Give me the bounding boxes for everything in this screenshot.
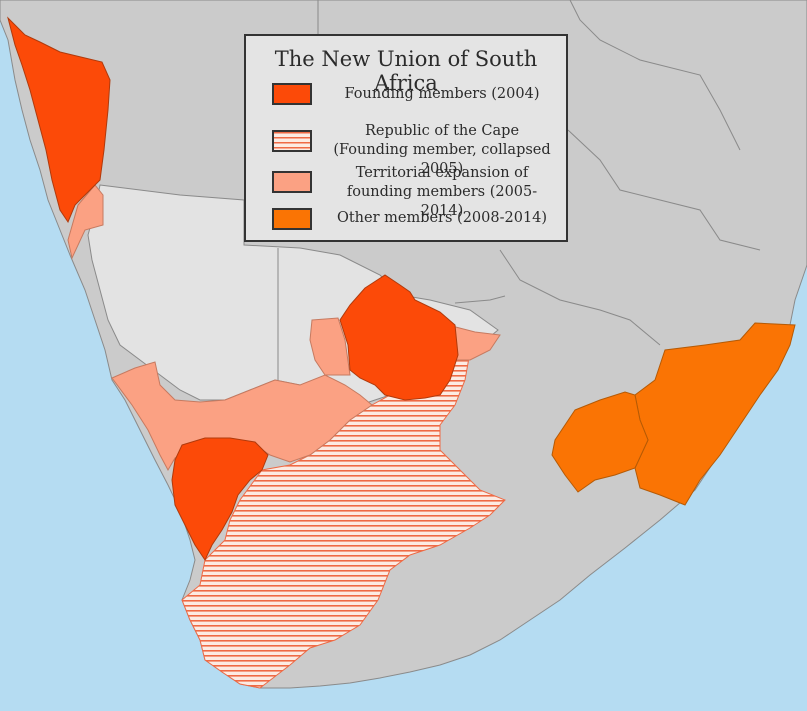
- swatch-striped: [272, 130, 312, 152]
- legend-label: Founding members (2004): [344, 86, 540, 102]
- region-other-east: [634, 322, 796, 506]
- region-expansion-north: [67, 184, 104, 260]
- region-founding-central: [339, 274, 459, 401]
- region-founding-northwest: [7, 16, 111, 224]
- legend-title: The New Union of South Africa: [274, 47, 538, 95]
- legend-label: Other members (2008-2014): [336, 210, 548, 226]
- swatch-expansion: [272, 171, 312, 193]
- region-founding-west: [171, 437, 269, 562]
- interior-borders: [277, 0, 761, 380]
- map-legend: The New Union of South Africa Founding m…: [244, 34, 568, 242]
- swatch-other: [272, 208, 312, 230]
- region-expansion-east: [309, 317, 351, 376]
- swatch-founding: [272, 83, 312, 105]
- region-other-lesotho-area: [551, 391, 649, 493]
- legend-label: Territorial expansion of founding member…: [346, 165, 538, 219]
- region-expansion-south: [111, 361, 373, 472]
- legend-label: Republic of the Cape (Founding member, c…: [333, 123, 551, 177]
